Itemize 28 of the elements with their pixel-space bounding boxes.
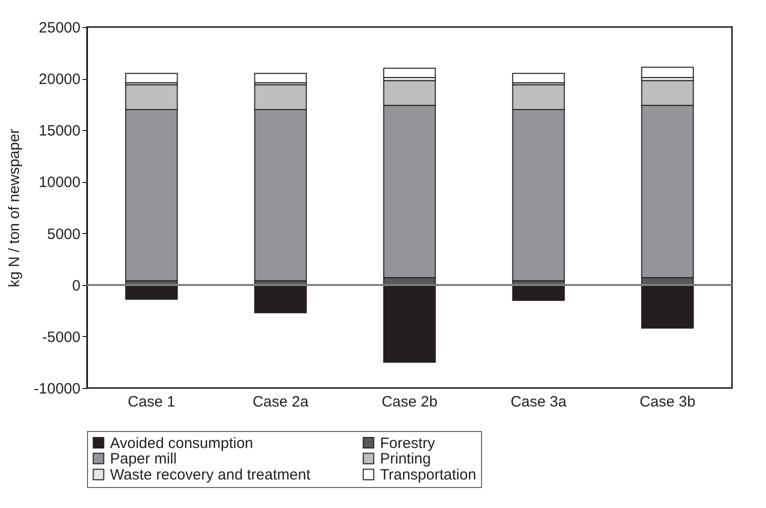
x-tick-label: Case 2a (252, 394, 310, 410)
bar (125, 284, 178, 300)
legend-label: Transportation (380, 466, 476, 484)
bar (125, 72, 178, 84)
y-tick-label: -10000 (34, 380, 80, 398)
y-tick-label: 10000 (38, 174, 80, 192)
legend-label: Avoided consumption (110, 434, 254, 452)
bar (383, 68, 436, 78)
bar (254, 72, 307, 84)
legend-label: Forestry (380, 434, 436, 452)
bar (512, 284, 565, 301)
y-tick-label: 0 (72, 277, 80, 294)
bar (641, 66, 694, 78)
x-tick-label: Case 3b (640, 394, 696, 410)
legend-label: Waste recovery and treatment (110, 466, 312, 484)
y-tick-label: 15000 (38, 122, 80, 140)
x-tick-label: Case 2b (382, 394, 438, 410)
y-tick-label: 25000 (38, 20, 80, 36)
legend-label: Paper mill (110, 450, 177, 468)
x-tick-label: Case 3a (510, 394, 568, 410)
y-tick-label: -5000 (42, 328, 80, 346)
y-tick-label: 5000 (47, 226, 80, 243)
bar (254, 284, 307, 314)
y-tick-label: 20000 (38, 71, 80, 88)
bar (512, 72, 565, 84)
legend-label: Printing (380, 450, 431, 468)
x-tick-label: Case 1 (128, 394, 176, 410)
y-axis-title: kg N / ton of newspaper (6, 128, 23, 288)
